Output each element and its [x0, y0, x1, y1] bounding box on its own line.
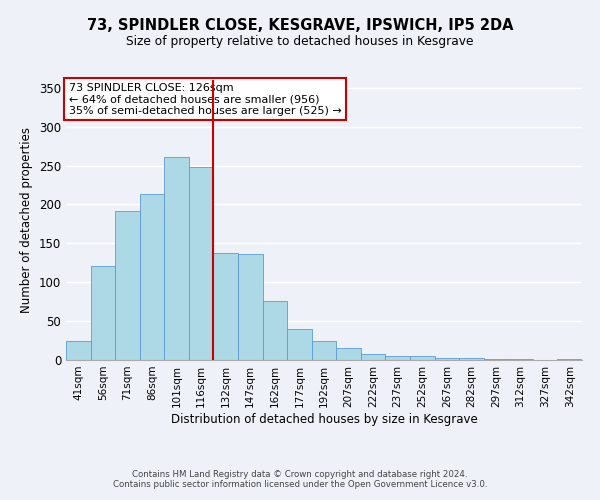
Bar: [508, 359, 533, 360]
Bar: [140, 194, 164, 360]
Bar: [434, 358, 459, 360]
Bar: [164, 157, 189, 360]
Bar: [312, 340, 336, 360]
Bar: [410, 356, 434, 360]
Text: Size of property relative to detached houses in Kesgrave: Size of property relative to detached ho…: [126, 35, 474, 48]
Bar: [238, 254, 263, 360]
Bar: [287, 329, 312, 360]
Bar: [189, 167, 214, 360]
Y-axis label: Number of detached properties: Number of detached properties: [20, 127, 34, 313]
Text: 73 SPINDLER CLOSE: 126sqm
← 64% of detached houses are smaller (956)
35% of semi: 73 SPINDLER CLOSE: 126sqm ← 64% of detac…: [68, 83, 341, 116]
Bar: [361, 354, 385, 360]
Bar: [263, 301, 287, 360]
Text: 73, SPINDLER CLOSE, KESGRAVE, IPSWICH, IP5 2DA: 73, SPINDLER CLOSE, KESGRAVE, IPSWICH, I…: [87, 18, 513, 32]
Text: Contains HM Land Registry data © Crown copyright and database right 2024.: Contains HM Land Registry data © Crown c…: [132, 470, 468, 479]
Bar: [115, 210, 140, 360]
Bar: [214, 254, 238, 360]
Bar: [91, 266, 115, 360]
Bar: [336, 348, 361, 360]
Bar: [385, 356, 410, 360]
Bar: [484, 359, 508, 360]
X-axis label: Distribution of detached houses by size in Kesgrave: Distribution of detached houses by size …: [170, 412, 478, 426]
Bar: [557, 359, 582, 360]
Text: Contains public sector information licensed under the Open Government Licence v3: Contains public sector information licen…: [113, 480, 487, 489]
Bar: [66, 342, 91, 360]
Bar: [459, 358, 484, 360]
